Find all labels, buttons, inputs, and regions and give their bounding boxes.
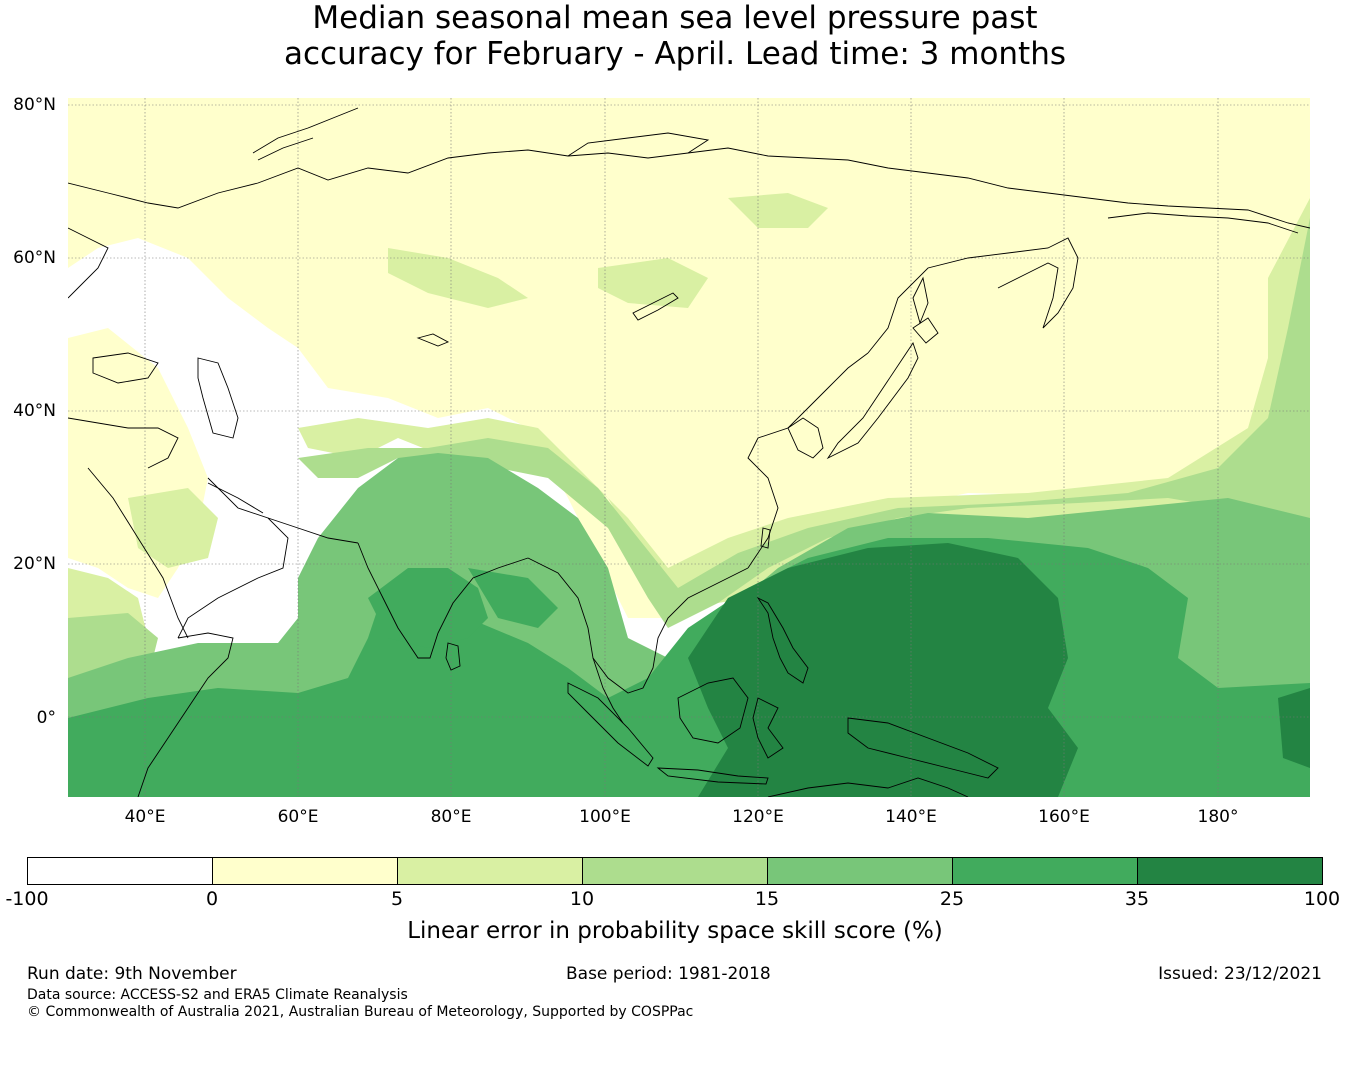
skill-band-25-35-india [368,568,558,648]
title-line-1: Median seasonal mean sea level pressure … [312,0,1038,36]
colorbar-segment [768,858,953,884]
lat-label-20n: 20°N [13,554,56,574]
lon-label-80e: 80°E [430,807,472,827]
colorbar-segment [398,858,583,884]
skill-band-10-15 [298,218,1310,628]
title-line-2: accuracy for February - April. Lead time… [283,36,1067,72]
lon-label-40e: 40°E [124,807,166,827]
colorbar-segment [28,858,213,884]
copyright-notice: © Commonwealth of Australia 2021, Austra… [27,1004,694,1020]
lat-label-80n: 80°N [13,95,56,115]
coastlines [68,107,1310,797]
lon-label-60e: 60°E [277,807,319,827]
colorbar-label: Linear error in probability space skill … [407,918,943,944]
colorbar-segment [953,858,1138,884]
chart-title: Median seasonal mean sea level pressure … [0,0,1350,72]
skill-band-5-10 [298,198,1310,608]
lat-label-0: 0° [36,708,56,728]
skill-band-0-5 [68,98,1310,618]
map-svg [68,98,1310,797]
colorbar-segment [213,858,398,884]
lon-label-160e: 160°E [1038,807,1090,827]
colorbar-tick: 0 [205,888,219,910]
colorbar-tick: 10 [569,888,595,910]
lat-label-40n: 40°N [13,401,56,421]
lon-label-120e: 120°E [732,807,784,827]
colorbar-tick: 35 [1124,888,1150,910]
colorbar [27,857,1323,885]
data-source: Data source: ACCESS-S2 and ERA5 Climate … [27,987,408,1003]
skill-score-map [68,98,1310,797]
base-period: Base period: 1981-2018 [566,964,771,984]
lon-label-100e: 100°E [579,807,631,827]
issued-date: Issued: 23/12/2021 [1158,964,1322,984]
skill-band-35-100-east [1278,688,1310,768]
colorbar-tick: 5 [390,888,404,910]
colorbar-tick: -100 [5,888,49,910]
lon-label-140e: 140°E [885,807,937,827]
run-date: Run date: 9th November [27,964,237,984]
colorbar-segment [583,858,768,884]
lon-label-180: 180° [1197,807,1239,827]
colorbar-tick: 100 [1303,888,1341,910]
colorbar-tick: 25 [939,888,965,910]
graticule [68,98,1310,797]
skill-band-5-10-north [388,193,828,308]
lat-label-60n: 60°N [13,248,56,268]
colorbar-segment [1138,858,1322,884]
colorbar-tick: 15 [754,888,780,910]
skill-band-35-100 [688,543,1078,797]
